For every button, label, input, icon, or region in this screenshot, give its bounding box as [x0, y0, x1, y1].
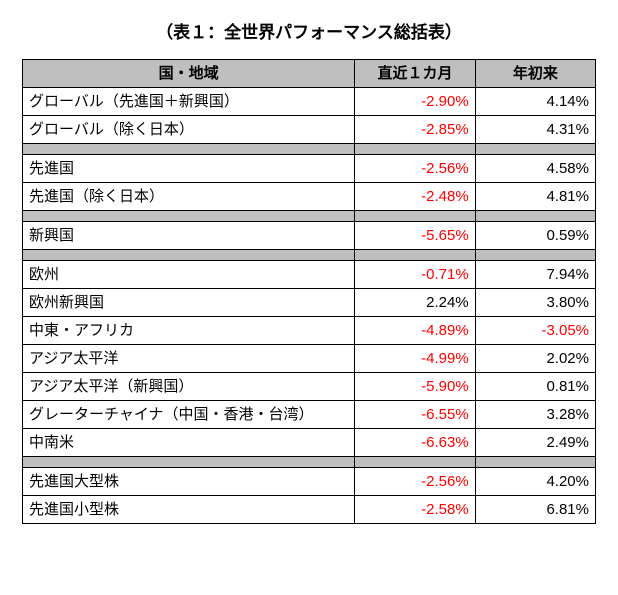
spacer-cell: [475, 250, 595, 261]
cell-1m: -2.56%: [355, 468, 475, 496]
cell-1m: -2.85%: [355, 116, 475, 144]
cell-1m: -2.90%: [355, 88, 475, 116]
cell-1m: -5.65%: [355, 222, 475, 250]
cell-1m: 2.24%: [355, 289, 475, 317]
table-row: グローバル（先進国＋新興国）-2.90%4.14%: [23, 88, 596, 116]
cell-ytd: 4.14%: [475, 88, 595, 116]
cell-1m: -5.90%: [355, 373, 475, 401]
cell-1m: -2.48%: [355, 183, 475, 211]
spacer-row: [23, 144, 596, 155]
table-row: グローバル（除く日本）-2.85%4.31%: [23, 116, 596, 144]
spacer-row: [23, 250, 596, 261]
cell-1m: -4.89%: [355, 317, 475, 345]
spacer-cell: [475, 211, 595, 222]
spacer-cell: [355, 457, 475, 468]
cell-ytd: 2.49%: [475, 429, 595, 457]
cell-region: 先進国大型株: [23, 468, 355, 496]
table-row: グレーターチャイナ（中国・香港・台湾）-6.55%3.28%: [23, 401, 596, 429]
spacer-cell: [23, 457, 355, 468]
table-row: 先進国-2.56%4.58%: [23, 155, 596, 183]
spacer-row: [23, 211, 596, 222]
cell-1m: -2.58%: [355, 496, 475, 524]
table-row: アジア太平洋-4.99%2.02%: [23, 345, 596, 373]
header-row: 国・地域 直近１カ月 年初来: [23, 60, 596, 88]
table-row: 先進国大型株-2.56%4.20%: [23, 468, 596, 496]
cell-ytd: 2.02%: [475, 345, 595, 373]
cell-region: グローバル（除く日本）: [23, 116, 355, 144]
cell-ytd: 4.31%: [475, 116, 595, 144]
col-ytd: 年初来: [475, 60, 595, 88]
cell-ytd: 4.81%: [475, 183, 595, 211]
col-region: 国・地域: [23, 60, 355, 88]
cell-region: 欧州新興国: [23, 289, 355, 317]
cell-region: 先進国: [23, 155, 355, 183]
cell-ytd: -3.05%: [475, 317, 595, 345]
table-row: 中南米-6.63%2.49%: [23, 429, 596, 457]
cell-ytd: 4.20%: [475, 468, 595, 496]
table-row: 先進国（除く日本）-2.48%4.81%: [23, 183, 596, 211]
cell-region: 中東・アフリカ: [23, 317, 355, 345]
cell-region: 先進国小型株: [23, 496, 355, 524]
cell-ytd: 0.59%: [475, 222, 595, 250]
spacer-cell: [475, 457, 595, 468]
table-row: 欧州-0.71%7.94%: [23, 261, 596, 289]
col-1m: 直近１カ月: [355, 60, 475, 88]
table-title: （表１：全世界パフォーマンス総括表）: [22, 18, 596, 43]
spacer-cell: [355, 250, 475, 261]
spacer-row: [23, 457, 596, 468]
cell-ytd: 3.28%: [475, 401, 595, 429]
cell-region: 中南米: [23, 429, 355, 457]
cell-1m: -6.63%: [355, 429, 475, 457]
table-row: 先進国小型株-2.58%6.81%: [23, 496, 596, 524]
table-row: 欧州新興国2.24%3.80%: [23, 289, 596, 317]
cell-ytd: 3.80%: [475, 289, 595, 317]
cell-ytd: 4.58%: [475, 155, 595, 183]
cell-ytd: 0.81%: [475, 373, 595, 401]
table-row: アジア太平洋（新興国）-5.90%0.81%: [23, 373, 596, 401]
cell-ytd: 6.81%: [475, 496, 595, 524]
spacer-cell: [355, 211, 475, 222]
spacer-cell: [23, 211, 355, 222]
spacer-cell: [23, 144, 355, 155]
spacer-cell: [23, 250, 355, 261]
cell-region: アジア太平洋（新興国）: [23, 373, 355, 401]
cell-region: 先進国（除く日本）: [23, 183, 355, 211]
cell-region: グローバル（先進国＋新興国）: [23, 88, 355, 116]
spacer-cell: [475, 144, 595, 155]
performance-table: 国・地域 直近１カ月 年初来 グローバル（先進国＋新興国）-2.90%4.14%…: [22, 59, 596, 524]
cell-1m: -0.71%: [355, 261, 475, 289]
table-row: 新興国-5.65%0.59%: [23, 222, 596, 250]
cell-region: グレーターチャイナ（中国・香港・台湾）: [23, 401, 355, 429]
spacer-cell: [355, 144, 475, 155]
cell-region: アジア太平洋: [23, 345, 355, 373]
cell-1m: -6.55%: [355, 401, 475, 429]
table-row: 中東・アフリカ-4.89%-3.05%: [23, 317, 596, 345]
cell-1m: -4.99%: [355, 345, 475, 373]
cell-1m: -2.56%: [355, 155, 475, 183]
cell-ytd: 7.94%: [475, 261, 595, 289]
cell-region: 欧州: [23, 261, 355, 289]
cell-region: 新興国: [23, 222, 355, 250]
